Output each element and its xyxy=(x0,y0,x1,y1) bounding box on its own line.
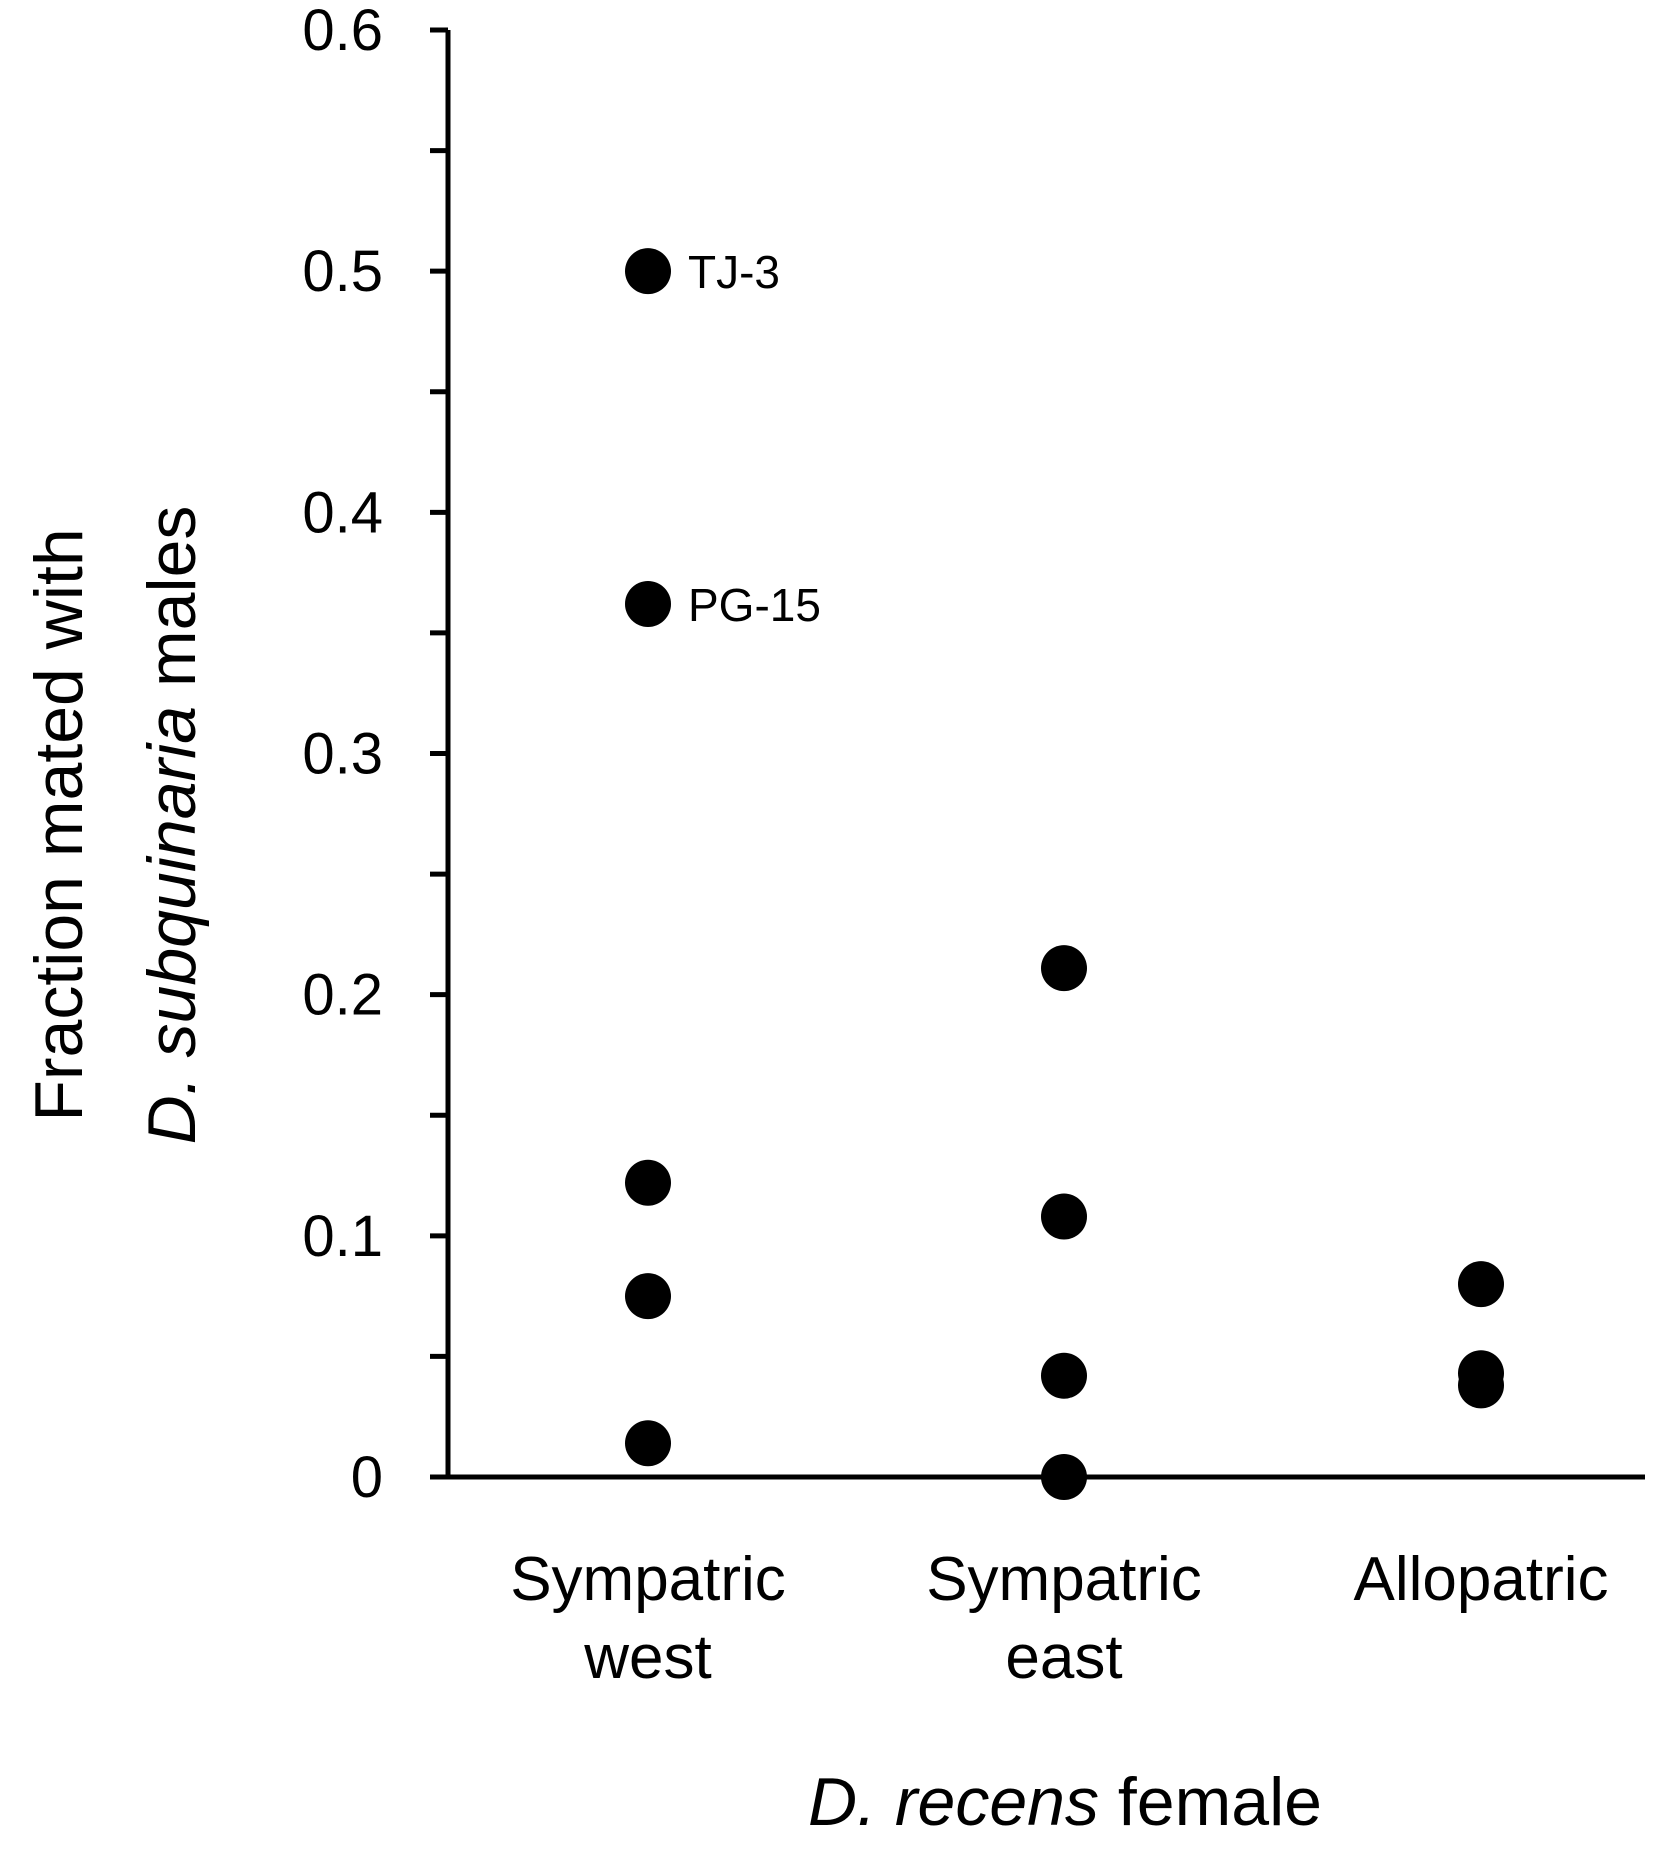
x-category-label: Sympatric east xyxy=(926,1545,1202,1692)
y-axis-title: Fraction mated with xyxy=(21,528,97,1121)
data-point xyxy=(1041,1352,1087,1399)
x-category-label: Sympatric west xyxy=(510,1545,786,1692)
y-tick-label: 0 xyxy=(351,1445,383,1510)
x-category-labels: Sympatric west Sympatric east Allopatric xyxy=(510,1545,1608,1692)
data-point xyxy=(625,1273,671,1320)
point-label: TJ-3 xyxy=(688,246,780,298)
data-point xyxy=(625,580,671,627)
data-point xyxy=(1041,945,1087,992)
y-tick-label: 0.3 xyxy=(302,722,383,787)
x-category-label: Allopatric xyxy=(1354,1545,1609,1614)
y-tick-label: 0.5 xyxy=(302,239,383,304)
y-axis-title-suffix: males xyxy=(134,506,210,706)
data-point xyxy=(625,1159,671,1206)
point-labels: TJ-3 PG-15 xyxy=(688,246,821,631)
y-tick-label: 0.2 xyxy=(302,963,383,1028)
y-axis-title-line2: D. subquinaria males xyxy=(134,506,210,1145)
data-point xyxy=(625,1420,671,1467)
data-point xyxy=(1041,1193,1087,1240)
x-axis-title-species: D. recens xyxy=(808,1764,1099,1840)
x-axis-title: D. recens female xyxy=(808,1764,1322,1840)
data-point xyxy=(625,248,671,295)
axes xyxy=(445,30,1645,1480)
y-ticks: 0 0.1 0.2 0.3 0.4 0.5 0.6 xyxy=(302,0,448,1510)
data-point xyxy=(1041,1454,1087,1500)
x-axis-title-suffix: female xyxy=(1099,1764,1322,1840)
data-point xyxy=(1458,1362,1504,1409)
data-points xyxy=(625,248,1504,1500)
data-point xyxy=(1458,1261,1504,1308)
y-axis-title-line1: Fraction mated with xyxy=(21,528,97,1121)
y-tick-label: 0.1 xyxy=(302,1204,383,1269)
point-label: PG-15 xyxy=(688,579,821,631)
y-tick-label: 0.4 xyxy=(302,480,383,545)
y-axis-title-species: D. subquinaria xyxy=(134,706,210,1144)
y-tick-label: 0.6 xyxy=(302,0,383,63)
